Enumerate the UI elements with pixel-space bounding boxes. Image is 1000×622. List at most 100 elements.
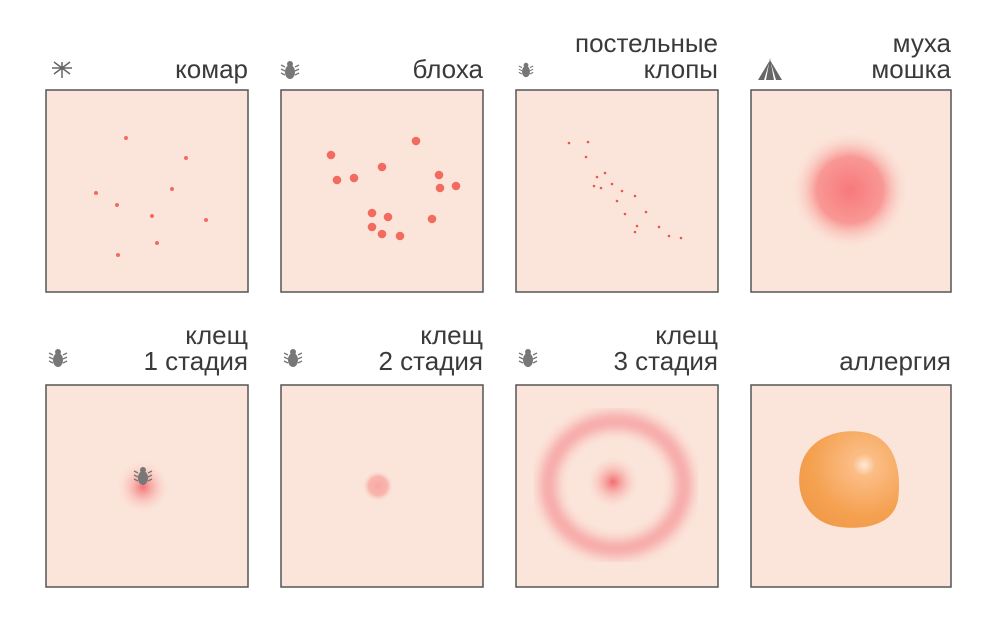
- bite-dot: [667, 234, 671, 238]
- erythema-center: [585, 454, 641, 510]
- icon-legs: [283, 356, 303, 360]
- icon-head: [523, 62, 529, 68]
- panel-label: комар: [175, 54, 248, 84]
- bite-dot: [435, 183, 445, 193]
- mosquito-icon: [52, 61, 72, 78]
- bite-redness: [115, 459, 171, 515]
- bite-dot: [367, 222, 377, 232]
- panel-label: блоха: [412, 54, 483, 84]
- panel-label: клещ: [655, 320, 718, 350]
- bite-dot: [184, 156, 188, 160]
- panel-label: аллергия: [839, 346, 951, 376]
- icon-legs: [283, 360, 303, 364]
- bite-dot: [451, 181, 461, 191]
- icon-legs: [133, 470, 153, 474]
- bite-dot: [584, 155, 588, 159]
- icon-legs: [280, 64, 300, 68]
- insect-icon: [518, 349, 538, 367]
- icon-head: [290, 349, 296, 355]
- panel-label: 2 стадия: [378, 346, 483, 376]
- icon-legs: [48, 360, 68, 364]
- bite-dot: [94, 191, 98, 195]
- icon-body: [522, 66, 530, 78]
- bite-dot: [155, 241, 159, 245]
- bite-dot: [635, 224, 639, 228]
- bite-dot: [115, 203, 119, 207]
- bite-dot: [620, 189, 624, 193]
- bite-dot: [349, 173, 359, 183]
- icon-body: [53, 353, 63, 367]
- icon-legs: [518, 68, 534, 72]
- panel-box: [280, 89, 484, 293]
- bite-dot: [377, 229, 387, 239]
- bite-dot: [116, 253, 120, 257]
- bite-dot: [567, 141, 571, 145]
- bite-dot: [615, 199, 619, 203]
- icon-legs: [518, 65, 534, 69]
- icon-body: [288, 353, 298, 367]
- bite-dot: [150, 214, 154, 218]
- icon-legs: [48, 352, 68, 356]
- bite-dot: [592, 184, 596, 188]
- bite-dot: [599, 186, 603, 190]
- panel-label: клещ: [420, 320, 483, 350]
- bite-dot: [377, 162, 387, 172]
- panel-label: муха: [893, 28, 952, 58]
- bite-dot: [644, 210, 648, 214]
- bite-dot: [427, 214, 437, 224]
- bite-dot: [679, 236, 683, 240]
- panel-label: 3 стадия: [613, 346, 718, 376]
- icon-legs: [133, 478, 153, 482]
- insect-icon: [283, 349, 303, 367]
- fly-icon: [758, 58, 782, 80]
- icon-legs: [518, 360, 538, 364]
- icon-head: [55, 349, 61, 355]
- icon-legs: [518, 356, 538, 360]
- bite-dot: [586, 140, 590, 144]
- bite-dot: [411, 136, 421, 146]
- bite-dot: [633, 194, 637, 198]
- insect-icon: [280, 61, 300, 79]
- icon-body: [138, 471, 148, 485]
- bite-dot: [595, 175, 599, 179]
- icon-head: [525, 349, 531, 355]
- icon-head: [287, 61, 293, 67]
- bite-dot: [623, 212, 627, 216]
- allergy-swelling: [799, 431, 900, 528]
- icon-body: [285, 65, 295, 79]
- panel-box: [515, 89, 719, 293]
- bite-dot: [170, 187, 174, 191]
- icon-legs: [280, 72, 300, 76]
- bite-dot: [332, 175, 342, 185]
- icon-legs: [133, 474, 153, 478]
- panel-box: [45, 89, 249, 293]
- bite-dot: [633, 230, 637, 234]
- panel-label: 1 стадия: [143, 346, 248, 376]
- bite-dot: [204, 218, 208, 222]
- icon-legs: [283, 352, 303, 356]
- icon-legs: [280, 68, 300, 72]
- erythema-ring: [540, 413, 692, 557]
- insect-icon: [48, 349, 68, 367]
- icon-legs: [518, 71, 534, 75]
- bite-dot: [434, 170, 444, 180]
- panel-label: мошка: [871, 54, 951, 84]
- insect-icon: [133, 467, 153, 485]
- bite-dot: [395, 231, 405, 241]
- bite-dot: [603, 171, 607, 175]
- bite-spot: [362, 470, 394, 502]
- bite-dot: [657, 225, 661, 229]
- panel-label: клопы: [644, 54, 718, 84]
- insect-icon: [518, 62, 534, 78]
- panel-label: постельные: [575, 28, 718, 58]
- icon-legs: [518, 352, 538, 356]
- bite-dot: [610, 182, 614, 186]
- icon-body: [523, 353, 533, 367]
- panel-label: клещ: [185, 320, 248, 350]
- bite-dot: [124, 136, 128, 140]
- bite-dot: [326, 150, 336, 160]
- icon-head: [140, 467, 146, 473]
- bite-swelling: [790, 130, 910, 250]
- bite-dot: [367, 208, 377, 218]
